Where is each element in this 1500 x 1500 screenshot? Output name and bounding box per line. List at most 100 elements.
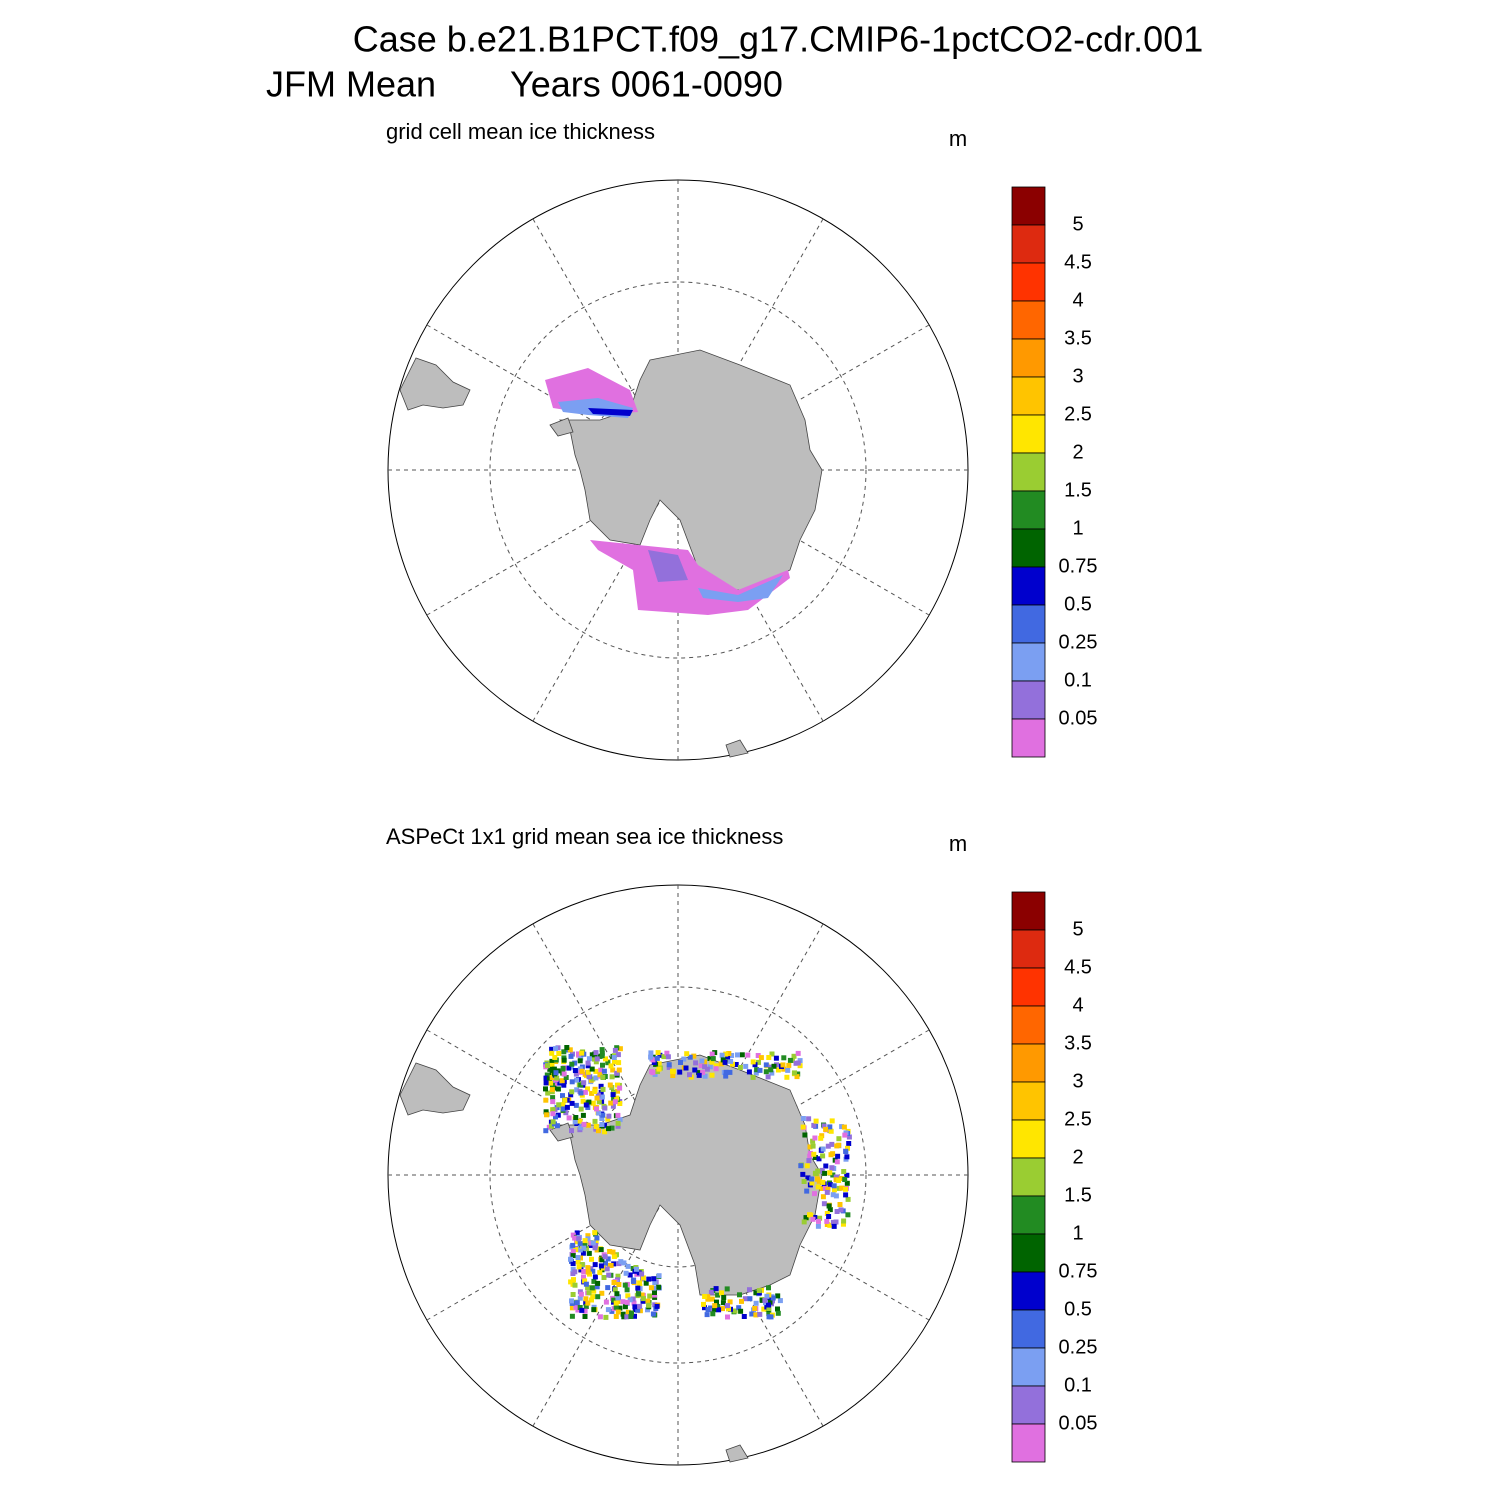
obs-cell — [786, 1062, 792, 1068]
obs-cell — [765, 1074, 771, 1080]
obs-cell — [699, 1058, 705, 1064]
obs-cell — [766, 1306, 772, 1311]
obs-cell — [582, 1089, 588, 1095]
obs-cell — [608, 1063, 614, 1069]
obs-cell — [616, 1282, 622, 1287]
obs-cell — [586, 1056, 592, 1062]
obs-cell — [621, 1314, 627, 1320]
colorbar-box — [1011, 1271, 1046, 1311]
colorbar-label: 1 — [1072, 1222, 1083, 1244]
obs-cell — [635, 1285, 641, 1291]
obs-cell — [596, 1099, 602, 1105]
obs-cell — [561, 1049, 567, 1055]
obs-cell — [844, 1154, 850, 1160]
obs-cell — [654, 1303, 660, 1309]
obs-cell — [735, 1052, 740, 1058]
obs-cell — [581, 1121, 587, 1127]
obs-cell — [593, 1059, 599, 1065]
obs-cell — [544, 1112, 550, 1118]
obs-cell — [570, 1253, 576, 1259]
obs-cell — [828, 1128, 834, 1134]
obs-cell — [816, 1178, 822, 1184]
obs-cell — [569, 1298, 574, 1304]
obs-cell — [625, 1309, 631, 1315]
obs-cell — [781, 1055, 787, 1061]
obs-cell — [634, 1271, 640, 1277]
obs-cell — [736, 1305, 742, 1311]
obs-cell — [613, 1300, 619, 1306]
obs-cell — [687, 1072, 692, 1078]
obs-cell — [797, 1063, 803, 1069]
colorbar-box — [1011, 680, 1046, 720]
obs-cell — [824, 1222, 830, 1227]
obs-cell — [812, 1191, 817, 1197]
obs-cell — [656, 1066, 662, 1072]
obs-cell — [811, 1122, 817, 1128]
obs-cell — [801, 1219, 807, 1225]
obs-cell — [804, 1188, 810, 1194]
obs-cell — [579, 1262, 585, 1267]
obs-cell — [754, 1067, 760, 1073]
obs-cell — [606, 1272, 612, 1278]
obs-cell — [747, 1296, 753, 1302]
obs-cell — [597, 1072, 603, 1078]
obs-cell — [574, 1300, 580, 1306]
obs-cell — [566, 1065, 572, 1071]
obs-cell — [664, 1050, 670, 1056]
obs-cell — [810, 1138, 816, 1144]
obs-cell — [702, 1059, 707, 1065]
obs-cell — [590, 1294, 596, 1300]
obs-cell — [603, 1056, 608, 1062]
obs-cell — [611, 1254, 617, 1259]
obs-cell — [593, 1050, 599, 1056]
obs-cell — [559, 1078, 565, 1084]
colorbar-box — [1011, 929, 1046, 969]
obs-cell — [625, 1293, 631, 1299]
obs-cell — [569, 1300, 575, 1306]
obs-cell — [820, 1153, 826, 1159]
obs-cell — [567, 1047, 573, 1053]
obs-cell — [807, 1150, 813, 1156]
obs-cell — [569, 1089, 575, 1095]
obs-cell — [618, 1259, 624, 1265]
obs-cell — [798, 1163, 804, 1169]
obs-cell — [571, 1277, 576, 1283]
obs-cell — [639, 1292, 645, 1298]
obs-cell — [839, 1124, 845, 1130]
obs-cell — [758, 1055, 764, 1061]
panel: grid cell mean ice thickness m 5 4.5 4 3.5 3 2.… — [386, 119, 1097, 761]
obs-cell — [546, 1076, 552, 1082]
obs-cell — [698, 1063, 704, 1068]
obs-cell — [708, 1289, 714, 1295]
obs-cell — [813, 1118, 819, 1124]
obs-cell — [719, 1290, 724, 1296]
obs-cell — [594, 1235, 600, 1241]
obs-cell — [773, 1055, 779, 1061]
obs-cell — [709, 1296, 715, 1302]
obs-cell — [609, 1125, 615, 1131]
colorbar-box — [1011, 262, 1046, 302]
obs-cell — [568, 1053, 574, 1059]
obs-cell — [563, 1075, 569, 1080]
obs-cell — [820, 1179, 826, 1185]
obs-cell — [718, 1061, 724, 1067]
obs-cell — [815, 1184, 821, 1190]
obs-cell — [543, 1075, 549, 1081]
obs-cell — [569, 1305, 575, 1311]
obs-cell — [607, 1249, 613, 1254]
obs-cell — [724, 1286, 730, 1292]
obs-cell — [727, 1069, 733, 1075]
obs-cell — [585, 1069, 591, 1075]
obs-cell — [702, 1064, 708, 1070]
panel: ASPeCt 1x1 grid mean sea ice thickness m 5… — [386, 824, 1097, 1466]
obs-cell — [564, 1104, 570, 1110]
obs-cell — [769, 1070, 775, 1076]
obs-cell — [821, 1123, 827, 1129]
obs-cell — [766, 1055, 772, 1060]
colorbar-label: 2 — [1072, 441, 1083, 463]
colorbar-box — [1011, 490, 1046, 530]
obs-cell — [721, 1295, 727, 1300]
obs-cell — [585, 1233, 591, 1239]
obs-cell — [610, 1103, 616, 1109]
obs-cell — [580, 1250, 586, 1256]
